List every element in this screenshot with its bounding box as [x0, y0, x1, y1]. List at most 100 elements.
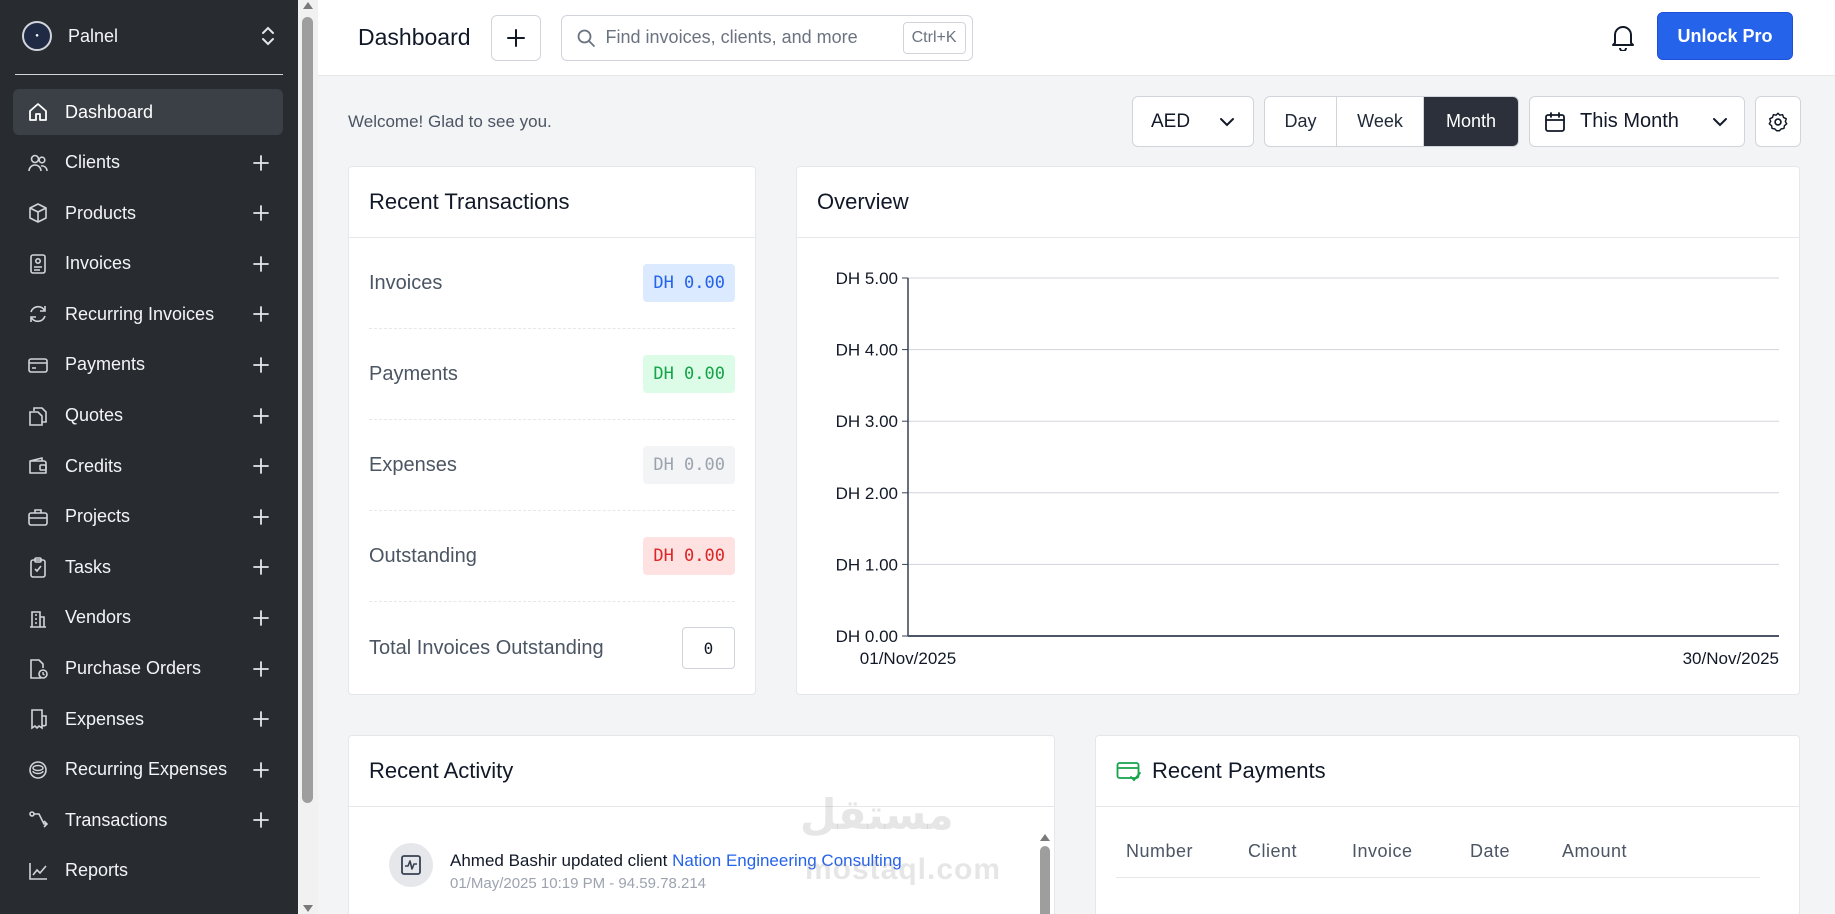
- chevron-up-down-icon: [260, 25, 276, 47]
- card-title: Recent Transactions: [349, 167, 755, 238]
- sidebar-item-label: Dashboard: [65, 101, 154, 122]
- column-header-date[interactable]: Date: [1470, 841, 1511, 861]
- transaction-amount-badge: DH 0.00: [643, 355, 735, 393]
- add-recurring-invoices-plus-icon[interactable]: [251, 304, 271, 324]
- sidebar-item-label: Expenses: [65, 708, 145, 729]
- sidebar-item-products[interactable]: Products: [13, 190, 283, 236]
- add-transactions-plus-icon[interactable]: [251, 810, 271, 830]
- sidebar-item-recurring-invoices[interactable]: Recurring Invoices: [13, 291, 283, 337]
- add-projects-plus-icon[interactable]: [251, 507, 271, 527]
- add-credits-plus-icon[interactable]: [251, 456, 271, 476]
- activity-client-link[interactable]: Nation Engineering Consulting: [672, 851, 902, 870]
- add-quotes-plus-icon[interactable]: [251, 406, 271, 426]
- add-purchase-orders-plus-icon[interactable]: [251, 659, 271, 679]
- period-week-button[interactable]: Week: [1337, 97, 1424, 146]
- sidebar-item-reports[interactable]: Reports: [13, 848, 283, 894]
- credit-card-icon: [27, 354, 49, 376]
- sidebar-item-transactions[interactable]: Transactions: [13, 797, 283, 843]
- add-invoices-plus-icon[interactable]: [251, 254, 271, 274]
- transactions-list: Invoices DH 0.00 Payments DH 0.00 Expenses DH…: [349, 238, 755, 694]
- sidebar-item-invoices[interactable]: Invoices: [13, 241, 283, 287]
- sidebar-item-label: Transactions: [65, 809, 168, 830]
- sidebar-item-tasks[interactable]: Tasks: [13, 544, 283, 590]
- scroll-down-arrow[interactable]: [303, 905, 313, 912]
- y-tick-label: DH 5.00: [836, 269, 898, 288]
- transaction-label: Expenses: [369, 453, 457, 476]
- activity-item: Ahmed Bashir updated client Nation Engin…: [389, 843, 902, 892]
- add-payments-plus-icon[interactable]: [251, 355, 271, 375]
- recent-payments-card: Recent Payments Number Client Invoice Date A…: [1095, 735, 1800, 914]
- sidebar-item-purchase-orders[interactable]: Purchase Orders: [13, 646, 283, 692]
- sidebar-item-payments[interactable]: Payments: [13, 342, 283, 388]
- currency-value: AED: [1151, 110, 1191, 132]
- sidebar-item-label: Tasks: [65, 556, 112, 577]
- add-tasks-plus-icon[interactable]: [251, 557, 271, 577]
- add-products-plus-icon[interactable]: [251, 203, 271, 223]
- plus-icon: [506, 28, 525, 47]
- building-icon: [27, 607, 49, 629]
- sidebar-item-recurring-expenses[interactable]: Recurring Expenses: [13, 747, 283, 793]
- scroll-up-arrow[interactable]: [1040, 834, 1050, 841]
- briefcase-icon: [27, 506, 49, 528]
- period-month-button[interactable]: Month: [1424, 97, 1518, 146]
- overview-card: Overview DH 5.00 DH 4.00 DH 3.00 DH 2.00 DH …: [796, 166, 1800, 695]
- sidebar-item-label: Purchase Orders: [65, 658, 202, 679]
- dashboard-settings-button[interactable]: [1755, 96, 1801, 147]
- activity-scrollbar[interactable]: [1040, 834, 1050, 914]
- sidebar-item-projects[interactable]: Projects: [13, 494, 283, 540]
- scroll-thumb[interactable]: [302, 17, 313, 803]
- sidebar-item-label: Invoices: [65, 253, 132, 274]
- sidebar-item-label: Recurring Invoices: [65, 303, 215, 324]
- scroll-up-arrow[interactable]: [303, 2, 313, 9]
- receipt-icon: [27, 708, 49, 730]
- search-input[interactable]: Find invoices, clients, and more Ctrl+K: [560, 14, 973, 61]
- users-icon: [27, 152, 49, 174]
- column-header-client[interactable]: Client: [1248, 841, 1298, 861]
- x-tick-label: 30/Nov/2025: [1683, 649, 1779, 668]
- transaction-amount-badge: DH 0.00: [643, 537, 735, 575]
- card-title: Overview: [797, 167, 1799, 238]
- sidebar-item-label: Clients: [65, 152, 121, 173]
- add-recurring-expenses-plus-icon[interactable]: [251, 760, 271, 780]
- company-name: Palnel: [68, 25, 119, 46]
- column-header-number[interactable]: Number: [1126, 841, 1194, 861]
- column-header-amount[interactable]: Amount: [1562, 841, 1628, 861]
- add-expenses-plus-icon[interactable]: [251, 709, 271, 729]
- currency-select[interactable]: AED: [1132, 96, 1254, 147]
- page-title: Dashboard: [358, 24, 471, 50]
- company-switcher[interactable]: ● Palnel: [0, 0, 298, 72]
- unlock-pro-button[interactable]: Unlock Pro: [1657, 12, 1793, 60]
- date-range-value: This Month: [1580, 110, 1679, 132]
- coins-icon: [27, 759, 49, 781]
- recent-activity-card: Recent Activity Ahmed Bashir updated cli…: [348, 735, 1055, 914]
- sidebar-item-dashboard[interactable]: Dashboard: [13, 89, 283, 135]
- transaction-row-invoices: Invoices DH 0.00: [369, 238, 735, 329]
- sidebar-item-quotes[interactable]: Quotes: [13, 393, 283, 439]
- sidebar-item-expenses[interactable]: Expenses: [13, 696, 283, 742]
- notifications-bell-icon[interactable]: [1610, 23, 1636, 52]
- date-range-select[interactable]: This Month: [1529, 96, 1745, 147]
- period-day-button[interactable]: Day: [1265, 97, 1337, 146]
- calendar-icon: [1545, 111, 1565, 132]
- transaction-label: Payments: [369, 362, 458, 385]
- sidebar-item-label: Reports: [65, 860, 129, 881]
- add-clients-plus-icon[interactable]: [251, 153, 271, 173]
- page-scrollbar[interactable]: [298, 0, 318, 914]
- clipboard-check-icon: [27, 556, 49, 579]
- quick-add-button[interactable]: [490, 14, 541, 61]
- card-title: Recent Payments: [1152, 758, 1326, 783]
- card-title: Recent Activity: [349, 736, 1054, 807]
- sidebar-divider: [15, 74, 283, 75]
- sidebar-item-credits[interactable]: Credits: [13, 443, 283, 489]
- add-vendors-plus-icon[interactable]: [251, 608, 271, 628]
- sidebar: ● Palnel Dashboard Clients Products Invoice…: [0, 0, 298, 914]
- chevron-down-icon: [1713, 117, 1727, 126]
- search-placeholder: Find invoices, clients, and more: [605, 27, 858, 47]
- column-header-invoice[interactable]: Invoice: [1352, 841, 1413, 861]
- sidebar-item-clients[interactable]: Clients: [13, 140, 283, 186]
- sidebar-item-vendors[interactable]: Vendors: [13, 595, 283, 641]
- sidebar-item-label: Products: [65, 202, 137, 223]
- scroll-thumb[interactable]: [1040, 846, 1050, 914]
- activity-actor: Ahmed Bashir updated client: [450, 851, 673, 870]
- sidebar-item-label: Credits: [65, 455, 123, 476]
